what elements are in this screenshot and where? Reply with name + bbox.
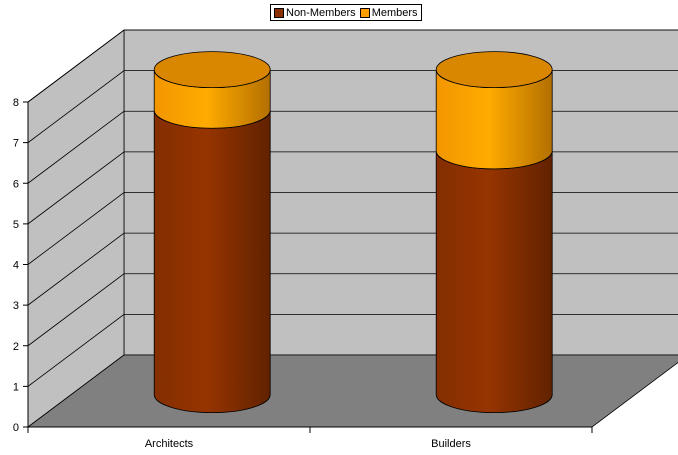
- y-tick-label: 8: [13, 97, 19, 109]
- floor: [26, 354, 678, 428]
- gridline: [27, 29, 678, 103]
- x-tick-label-builders: Builders: [431, 438, 471, 450]
- y-tick-label: 0: [13, 422, 19, 434]
- y-tick-label: 3: [13, 300, 19, 312]
- y-tick-label: 7: [13, 138, 19, 150]
- bar-top-cap-builders: [435, 51, 553, 88]
- bar-top-cap-architects: [153, 51, 271, 88]
- y-tick-label: 1: [13, 381, 19, 393]
- y-tick-label: 5: [13, 219, 19, 231]
- legend-swatch-members: [359, 7, 370, 18]
- bar-builders-non-members: [435, 150, 553, 413]
- chart-walls: [26, 29, 678, 428]
- bars: [153, 51, 553, 413]
- legend-label-non-members: Non-Members: [286, 6, 356, 19]
- y-tick-label: 6: [13, 178, 19, 190]
- legend-item-members: Members: [359, 6, 418, 19]
- x-tick-label-architects: Architects: [145, 438, 194, 450]
- legend-label-members: Members: [371, 6, 418, 19]
- bar-architects-non-members: [153, 110, 271, 413]
- y-tick-label: 4: [13, 260, 19, 272]
- legend-item-non-members: Non-Members: [274, 7, 356, 19]
- axes: [23, 101, 593, 433]
- legend-swatch-non-members: [274, 7, 284, 18]
- legend: Non-Members Members: [270, 4, 422, 21]
- tick-labels: 0 1 2 3 4 5 6 7 8 Architects Builders: [13, 97, 471, 450]
- y-tick-label: 2: [13, 341, 19, 353]
